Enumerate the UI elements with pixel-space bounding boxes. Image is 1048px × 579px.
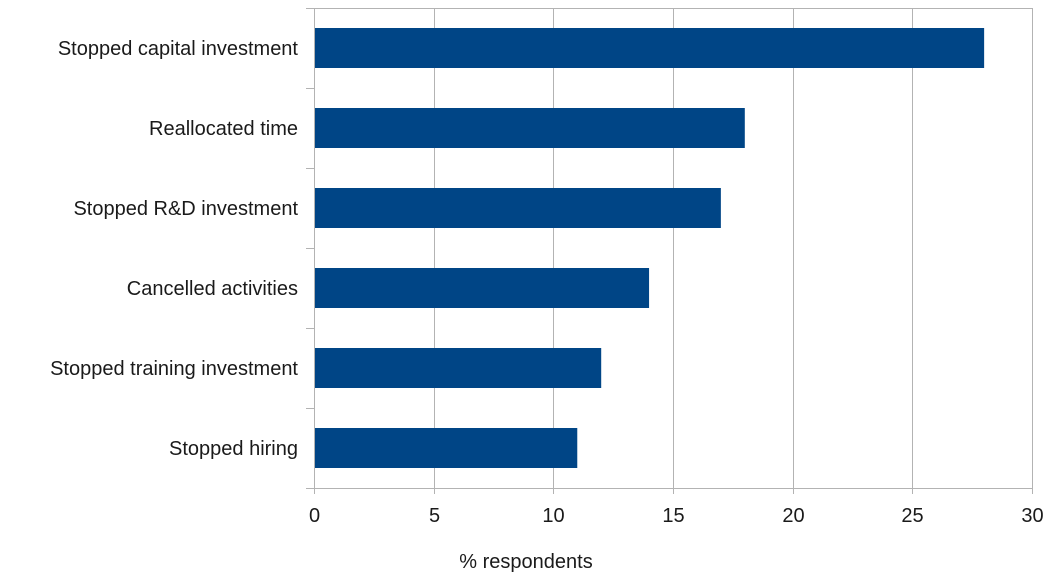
bar: [315, 428, 578, 468]
bar: [315, 108, 745, 148]
category-label: Stopped hiring: [169, 438, 298, 460]
x-tick-label: 30: [1021, 505, 1043, 527]
x-tick-label: 5: [429, 505, 440, 527]
labels: 0 5 10 15 20 25 30 Stopped capital investment Re…: [50, 38, 1044, 527]
bar: [315, 268, 650, 308]
x-tick-label: 0: [309, 505, 320, 527]
gridlines: [314, 8, 1033, 488]
bar: [315, 28, 985, 68]
x-tick-label: 20: [782, 505, 804, 527]
axes: [306, 8, 1033, 494]
x-tick-label: 15: [662, 505, 684, 527]
category-label: Stopped R&D investment: [73, 198, 298, 220]
x-tick-label: 10: [542, 505, 564, 527]
x-axis-title: % respondents: [459, 551, 592, 573]
category-label: Reallocated time: [149, 118, 298, 140]
bars: [315, 28, 985, 468]
x-tick-label: 25: [901, 505, 923, 527]
bar: [315, 188, 721, 228]
category-label: Stopped capital investment: [58, 38, 299, 60]
bar: [315, 348, 602, 388]
category-label: Stopped training investment: [50, 358, 298, 380]
category-label: Cancelled activities: [127, 278, 298, 300]
